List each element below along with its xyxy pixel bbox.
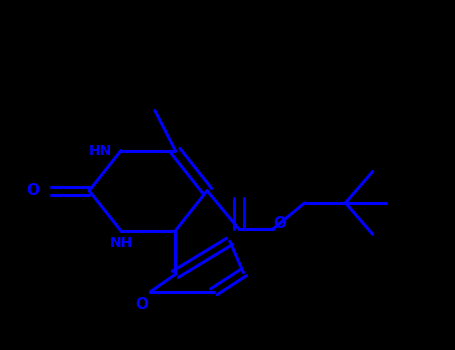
Text: O: O: [273, 216, 286, 231]
Text: NH: NH: [109, 236, 132, 250]
Text: O: O: [136, 297, 149, 312]
Text: O: O: [26, 183, 39, 198]
Text: HN: HN: [89, 144, 112, 158]
